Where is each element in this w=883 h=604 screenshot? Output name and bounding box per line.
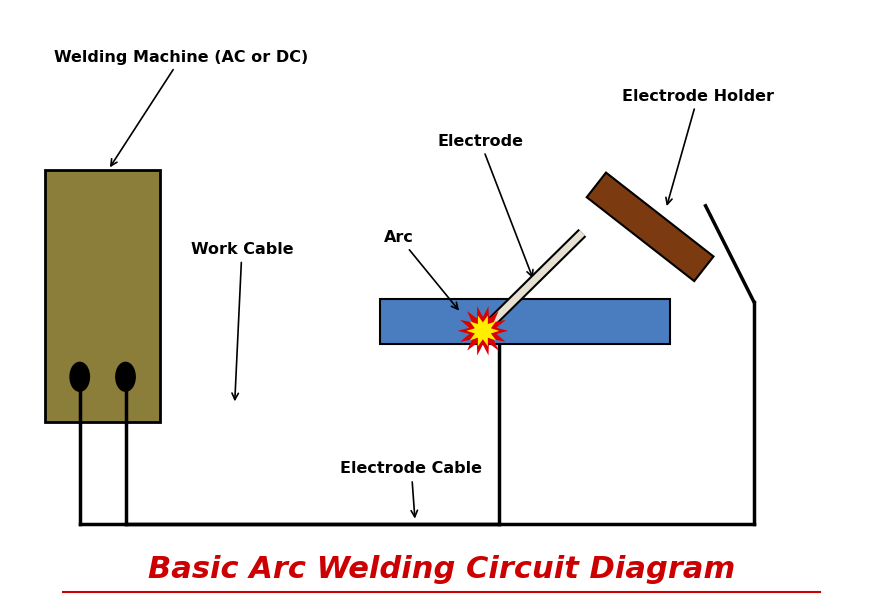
Polygon shape xyxy=(457,306,508,356)
Text: Work Cable: Work Cable xyxy=(191,242,293,400)
Text: Welding Machine (AC or DC): Welding Machine (AC or DC) xyxy=(54,50,308,166)
Text: Electrode Cable: Electrode Cable xyxy=(340,461,482,517)
Bar xyxy=(380,299,670,344)
Polygon shape xyxy=(586,173,713,281)
Text: Arc: Arc xyxy=(384,230,458,309)
Bar xyxy=(45,170,160,422)
Polygon shape xyxy=(466,315,499,346)
Text: Electrode: Electrode xyxy=(437,133,533,277)
Ellipse shape xyxy=(70,362,89,391)
Text: Basic Arc Welding Circuit Diagram: Basic Arc Welding Circuit Diagram xyxy=(147,555,736,584)
Ellipse shape xyxy=(116,362,135,391)
Text: Electrode Holder: Electrode Holder xyxy=(622,89,774,204)
